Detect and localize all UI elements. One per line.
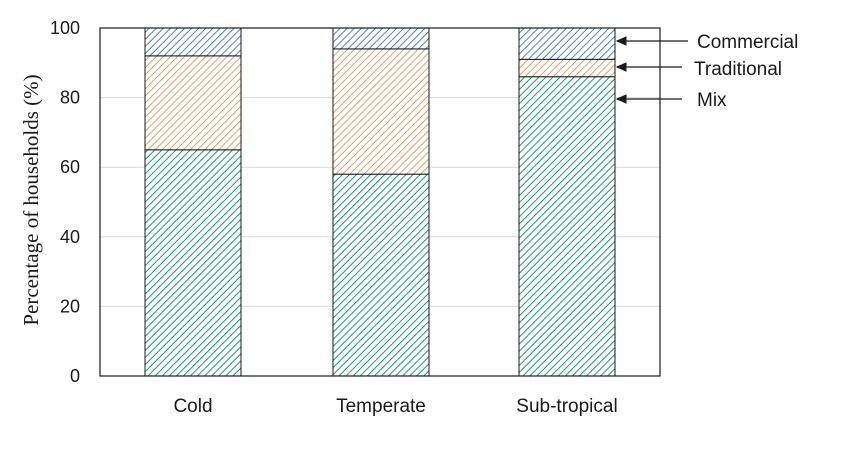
x-category-label: Temperate [336, 396, 426, 417]
y-tick-label: 80 [60, 88, 80, 108]
bar-segment-mix [144, 149, 242, 377]
bar-segment-mix [332, 173, 430, 377]
legend: Commercial Traditional Mix [615, 32, 798, 111]
y-axis-label: Percentage of households (%) [19, 74, 43, 325]
legend-label-traditional: Traditional [694, 59, 782, 80]
bars [144, 27, 616, 377]
x-category-labels: Cold Temperate Sub-tropical [173, 396, 617, 417]
x-category-label: Sub-tropical [516, 396, 617, 417]
y-tick-label: 100 [50, 18, 80, 38]
y-tick-labels: 0 20 40 60 80 100 [50, 18, 80, 386]
y-tick-label: 60 [60, 157, 80, 177]
bar-segment-mix [518, 76, 616, 377]
y-tick-label: 0 [70, 366, 80, 386]
bar-segment-commercial [332, 27, 430, 50]
plot-frame [99, 27, 661, 377]
bar-segment-commercial [144, 27, 242, 57]
bar-segment-commercial [518, 27, 616, 60]
y-tick-label: 20 [60, 296, 80, 316]
x-category-label: Cold [173, 396, 212, 417]
legend-label-commercial: Commercial [697, 32, 798, 53]
bar-segment-traditional [144, 55, 242, 151]
bar-segment-traditional [332, 48, 430, 175]
y-tick-label: 40 [60, 227, 80, 247]
bar-segment-traditional [518, 58, 616, 78]
legend-label-mix: Mix [697, 90, 727, 111]
